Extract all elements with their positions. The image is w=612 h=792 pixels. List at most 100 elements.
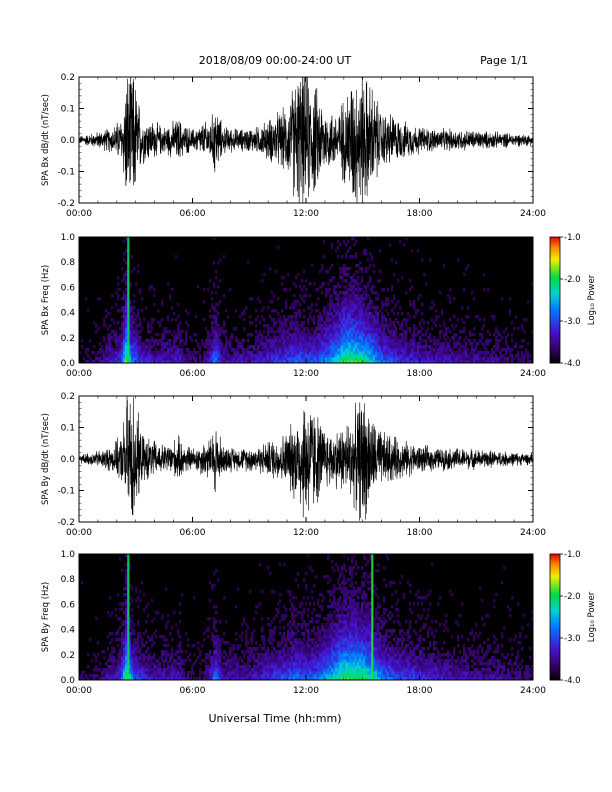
- spectrogram-cell: [333, 288, 336, 292]
- spectrogram-cell: [291, 677, 294, 680]
- spectrogram-cell: [401, 342, 404, 346]
- spectrogram-cell: [413, 330, 416, 334]
- spectrogram-cell: [347, 327, 350, 331]
- spectrogram-cell: [247, 345, 250, 349]
- spectrogram-cell: [281, 659, 284, 663]
- spectrogram-cell: [287, 674, 290, 678]
- spectrogram-cell: [521, 351, 524, 355]
- spectrogram-cell: [253, 354, 256, 358]
- spectrogram-cell: [367, 339, 370, 343]
- spectrogram-cell: [345, 285, 348, 289]
- spectrogram-cell: [371, 360, 374, 363]
- spectrogram-cell: [147, 339, 150, 343]
- spectrogram-cell: [293, 650, 296, 654]
- spectrogram-cell: [139, 677, 142, 680]
- spectrogram-cell: [121, 339, 124, 343]
- spectrogram-cell: [111, 653, 114, 657]
- spectrogram-cell: [315, 342, 318, 346]
- spectrogram-cell: [199, 360, 202, 363]
- spectrogram-cell: [141, 351, 144, 355]
- spectrogram-cell: [277, 297, 280, 301]
- spectrogram-cell: [173, 662, 176, 666]
- spectrogram-cell: [265, 339, 268, 343]
- spectrogram-cell: [345, 279, 348, 283]
- spectrogram-cell: [301, 665, 304, 669]
- spectrogram-cell: [267, 653, 270, 657]
- spectrogram-cell: [369, 279, 372, 283]
- spectrogram-cell: [193, 653, 196, 657]
- spectrogram-cell: [509, 348, 512, 352]
- spectrogram-cell: [379, 360, 382, 363]
- plot-area: [79, 396, 533, 521]
- spectrogram-cell: [221, 665, 224, 669]
- spectrogram-cell: [141, 665, 144, 669]
- colorbar-segment: [550, 318, 560, 322]
- spectrogram-cell: [233, 360, 236, 363]
- spectrogram-cell: [123, 677, 126, 680]
- spectrogram-cell: [345, 303, 348, 307]
- spectrogram-cell: [327, 288, 330, 292]
- spectrogram-cell: [281, 656, 284, 660]
- spectrogram-cell: [287, 623, 290, 627]
- spectrogram-cell: [207, 333, 210, 337]
- spectrogram-cell: [445, 357, 448, 361]
- spectrogram-cell: [181, 662, 184, 666]
- spectrogram-cell: [423, 333, 426, 337]
- spectrogram-cell: [329, 348, 332, 352]
- spectrogram-cell: [271, 671, 274, 675]
- spectrogram-cell: [443, 348, 446, 352]
- spectrogram-cell: [225, 351, 228, 355]
- spectrogram-cell: [231, 354, 234, 358]
- spectrogram-cell: [409, 279, 412, 283]
- spectrogram-cell: [395, 345, 398, 349]
- spectrogram-cell: [245, 629, 248, 633]
- spectrogram-cell: [445, 345, 448, 349]
- spectrogram-cell: [157, 665, 160, 669]
- spectrogram-cell: [125, 617, 128, 621]
- spectrogram-cell: [295, 351, 298, 355]
- spectrogram-cell: [335, 354, 338, 358]
- spectrogram-cell: [169, 294, 172, 298]
- spectrogram-cell: [245, 671, 248, 675]
- spectrogram-cell: [375, 327, 378, 331]
- spectrogram-cell: [235, 671, 238, 675]
- spectrogram-cell: [149, 285, 152, 289]
- spectrogram-cell: [115, 668, 118, 672]
- spectrogram-cell: [163, 653, 166, 657]
- spectrogram-cell: [331, 279, 334, 283]
- spectrogram-cell: [297, 333, 300, 337]
- spectrogram-cell: [405, 342, 408, 346]
- spectrogram-cell: [431, 339, 434, 343]
- spectrogram-cell: [355, 240, 358, 244]
- spectrogram-cell: [331, 342, 334, 346]
- spectrogram-cell: [265, 668, 268, 672]
- spectrogram-cell: [119, 656, 122, 660]
- spectrogram-cell: [105, 348, 108, 352]
- spectrogram-cell: [319, 336, 322, 340]
- spectrogram-cell: [439, 333, 442, 337]
- spectrogram-cell: [191, 644, 194, 648]
- spectrogram-cell: [527, 300, 530, 304]
- spectrogram-cell: [293, 647, 296, 651]
- spectrogram-cell: [443, 264, 446, 268]
- colorbar-segment: [550, 276, 560, 280]
- spectrogram-cell: [295, 677, 298, 680]
- spectrogram-cell: [289, 345, 292, 349]
- spectrogram-cell: [277, 336, 280, 340]
- spectrogram-cell: [355, 333, 358, 337]
- spectrogram-cell: [141, 345, 144, 349]
- spectrogram-cell: [121, 620, 124, 624]
- spectrogram-cell: [169, 351, 172, 355]
- spectrogram-cell: [421, 360, 424, 363]
- spectrogram-cell: [125, 273, 128, 277]
- spectrogram-cell: [153, 641, 156, 645]
- spectrogram-cell: [193, 662, 196, 666]
- spectrogram-cell: [129, 315, 132, 319]
- spectrogram-cell: [309, 674, 312, 678]
- spectrogram-cell: [225, 309, 228, 313]
- spectrogram-cell: [331, 336, 334, 340]
- spectrogram-cell: [121, 641, 124, 645]
- spectrogram-cell: [111, 665, 114, 669]
- spectrogram-cell: [247, 357, 250, 361]
- spectrogram-cell: [163, 677, 166, 680]
